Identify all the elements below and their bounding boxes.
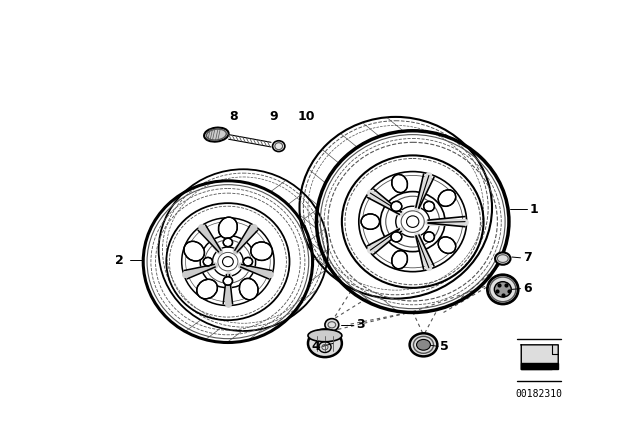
Ellipse shape	[438, 190, 456, 207]
Ellipse shape	[325, 319, 339, 331]
Ellipse shape	[218, 217, 237, 238]
Ellipse shape	[424, 201, 435, 211]
Ellipse shape	[392, 174, 408, 193]
Ellipse shape	[239, 278, 258, 300]
Text: 00182310: 00182310	[515, 389, 563, 399]
Text: 9: 9	[269, 110, 278, 123]
Text: 3: 3	[356, 318, 364, 332]
Ellipse shape	[392, 250, 408, 269]
Ellipse shape	[223, 277, 232, 285]
Ellipse shape	[184, 241, 204, 261]
Ellipse shape	[251, 242, 273, 260]
Text: 2: 2	[115, 254, 124, 267]
Ellipse shape	[204, 128, 228, 142]
Ellipse shape	[273, 141, 285, 151]
Ellipse shape	[417, 340, 431, 350]
Ellipse shape	[361, 214, 380, 229]
Polygon shape	[521, 363, 558, 370]
Polygon shape	[521, 345, 558, 370]
Ellipse shape	[308, 329, 342, 357]
Ellipse shape	[488, 275, 518, 304]
Ellipse shape	[391, 232, 402, 242]
Ellipse shape	[438, 237, 456, 254]
Ellipse shape	[391, 201, 402, 211]
Ellipse shape	[410, 333, 437, 356]
Ellipse shape	[495, 252, 511, 265]
Text: 4: 4	[312, 340, 320, 353]
Text: 5: 5	[440, 340, 449, 353]
Ellipse shape	[204, 258, 212, 266]
Ellipse shape	[424, 232, 435, 242]
Text: 10: 10	[297, 110, 315, 123]
Text: 8: 8	[229, 110, 237, 123]
Text: 1: 1	[530, 203, 538, 216]
Ellipse shape	[243, 258, 253, 266]
Ellipse shape	[494, 282, 511, 297]
Ellipse shape	[223, 238, 232, 247]
Ellipse shape	[308, 329, 342, 342]
Ellipse shape	[196, 279, 218, 299]
Text: 6: 6	[523, 282, 531, 295]
Text: 7: 7	[523, 251, 532, 264]
Ellipse shape	[206, 129, 227, 140]
